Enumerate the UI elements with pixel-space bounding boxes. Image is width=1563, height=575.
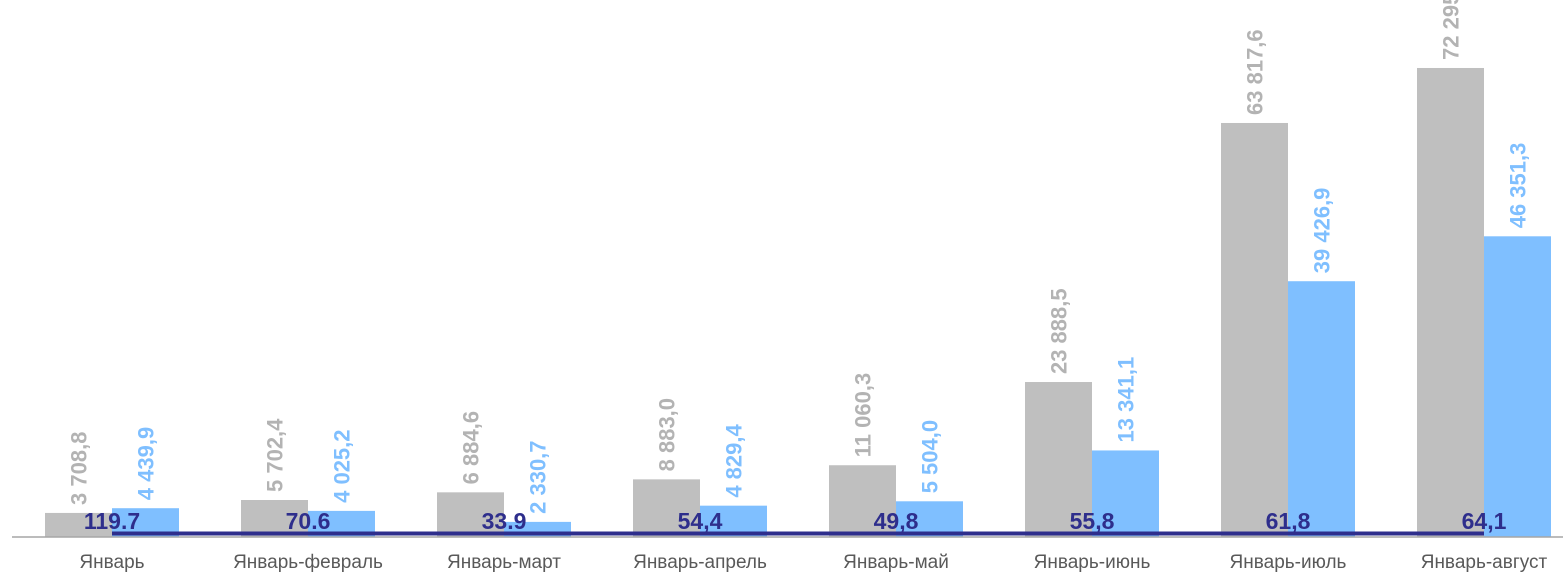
category-label: Январь-август <box>1421 552 1548 573</box>
category-label: Январь-июль <box>1230 552 1347 573</box>
bar-value-label: 4 829,4 <box>722 424 747 498</box>
percent-labels-group: 119.7 70.6 33.9 54,4 49,8 55,8 61,8 64,1 <box>84 508 1507 534</box>
percent-label: 119.7 <box>84 508 140 534</box>
bar-s2-8 <box>1484 236 1551 537</box>
bar-s1-5 <box>829 465 896 537</box>
bar-value-label: 63 817,6 <box>1243 29 1268 115</box>
bar-value-label: 4 025,2 <box>330 429 355 502</box>
bar-s1-4 <box>633 479 700 537</box>
bar-s1-8 <box>1417 67 1484 537</box>
percent-label: 54,4 <box>678 508 723 534</box>
bar-value-label: 5 702,4 <box>263 418 288 492</box>
category-label: Январь-апрель <box>633 552 767 573</box>
category-label: Январь-май <box>843 552 949 573</box>
bar-value-label: 11 060,3 <box>851 373 876 457</box>
category-label: Январь-июнь <box>1034 552 1151 573</box>
category-label: Январь-февраль <box>233 552 383 573</box>
percent-label: 64,1 <box>1462 508 1507 534</box>
bars-group <box>45 67 1551 537</box>
percent-label: 70.6 <box>286 508 331 534</box>
bar-s2-6 <box>1092 450 1159 537</box>
bar-value-label: 23 888,5 <box>1047 288 1072 374</box>
bar-value-label: 6 884,6 <box>459 411 484 484</box>
percent-label: 33.9 <box>482 508 527 534</box>
bar-value-label: 72 295,5 <box>1439 0 1464 60</box>
category-labels-group: Январь Январь-февраль Январь-март Январь-ап… <box>79 552 1547 573</box>
percent-label: 49,8 <box>874 508 919 534</box>
bar-s1-2 <box>241 500 308 537</box>
bar-value-label: 13 341,1 <box>1114 357 1139 443</box>
bar-s1-1 <box>45 512 112 537</box>
bar-s1-3 <box>437 492 504 537</box>
bar-s2-7 <box>1288 281 1355 537</box>
bar-value-label: 2 330,7 <box>526 440 551 513</box>
percent-label: 55,8 <box>1070 508 1115 534</box>
bar-s1-7 <box>1221 122 1288 537</box>
bar-value-label: 3 708,8 <box>67 432 92 505</box>
bar-s2-5 <box>896 501 963 537</box>
bar-value-label: 5 504,0 <box>918 420 943 493</box>
bar-value-label: 8 883,0 <box>655 398 680 471</box>
bar-s1-6 <box>1025 382 1092 537</box>
bar-value-label: 4 439,9 <box>134 427 159 500</box>
bar-value-label: 39 426,9 <box>1310 188 1335 274</box>
category-label: Январь-март <box>447 552 561 573</box>
bar-labels-group: 3 708,8 4 439,9 5 702,4 4 025,2 6 884,6 2 330… <box>67 0 1531 514</box>
bar-value-label: 46 351,3 <box>1506 143 1531 229</box>
category-label: Январь <box>79 552 144 573</box>
percent-label: 61,8 <box>1266 508 1311 534</box>
